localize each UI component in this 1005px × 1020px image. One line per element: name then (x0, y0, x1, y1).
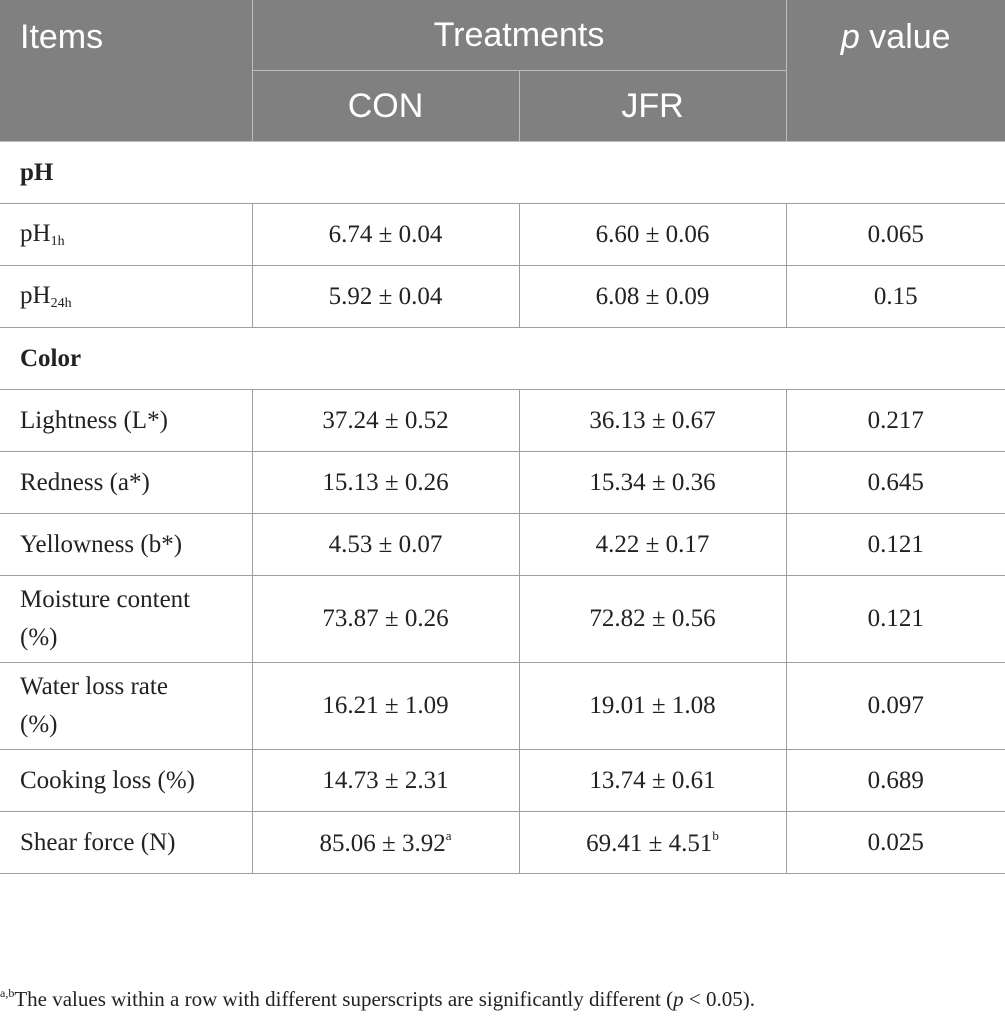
jfr-value: 13.74 ± 0.61 (519, 749, 787, 812)
con-value: 5.92 ± 0.04 (252, 265, 520, 328)
row-label: pH1h (0, 203, 253, 266)
p-value-header: p value (786, 0, 1005, 142)
con-header: CON (252, 70, 520, 142)
p-value: 0.097 (786, 662, 1005, 750)
jfr-value: 6.60 ± 0.06 (519, 203, 787, 266)
p-value: 0.065 (786, 203, 1005, 266)
row-label: pH24h (0, 265, 253, 328)
table-row: pH24h 5.92 ± 0.04 6.08 ± 0.09 0.15 (0, 265, 1005, 328)
p-value: 0.645 (786, 451, 1005, 514)
p-value: 0.217 (786, 389, 1005, 452)
section-label-ph: pH (0, 141, 1005, 204)
p-value: 0.689 (786, 749, 1005, 812)
con-value: 4.53 ± 0.07 (252, 513, 520, 576)
results-table: Items Treatments p value CON JFR pH pH1h… (0, 0, 1005, 874)
con-value: 85.06 ± 3.92a (252, 811, 520, 874)
con-value: 15.13 ± 0.26 (252, 451, 520, 514)
con-value: 6.74 ± 0.04 (252, 203, 520, 266)
row-label: Moisture content (%) (0, 575, 253, 663)
jfr-value: 19.01 ± 1.08 (519, 662, 787, 750)
jfr-value: 4.22 ± 0.17 (519, 513, 787, 576)
con-value: 37.24 ± 0.52 (252, 389, 520, 452)
table-header: Items Treatments p value CON JFR (0, 0, 1005, 142)
table-row: Yellowness (b*) 4.53 ± 0.07 4.22 ± 0.17 … (0, 513, 1005, 576)
table-row: Lightness (L*) 37.24 ± 0.52 36.13 ± 0.67… (0, 389, 1005, 452)
row-label: Redness (a*) (0, 451, 253, 514)
p-value-label: value (859, 18, 951, 56)
jfr-value: 15.34 ± 0.36 (519, 451, 787, 514)
section-row-ph: pH (0, 141, 1005, 204)
p-value: 0.121 (786, 513, 1005, 576)
table-row: Moisture content (%) 73.87 ± 0.26 72.82 ±… (0, 575, 1005, 663)
table-row: pH1h 6.74 ± 0.04 6.60 ± 0.06 0.065 (0, 203, 1005, 266)
section-label-color: Color (0, 327, 1005, 390)
table-row: Cooking loss (%) 14.73 ± 2.31 13.74 ± 0.… (0, 749, 1005, 812)
superscript: a (445, 827, 452, 843)
treatments-header: Treatments (252, 0, 787, 71)
p-value: 0.15 (786, 265, 1005, 328)
jfr-value: 72.82 ± 0.56 (519, 575, 787, 663)
row-label: Water loss rate (%) (0, 662, 253, 750)
jfr-value: 6.08 ± 0.09 (519, 265, 787, 328)
row-label: Cooking loss (%) (0, 749, 253, 812)
table-body: pH pH1h 6.74 ± 0.04 6.60 ± 0.06 0.065 pH… (0, 141, 1005, 874)
jfr-value: 36.13 ± 0.67 (519, 389, 787, 452)
jfr-value: 69.41 ± 4.51b (519, 811, 787, 874)
row-label: Shear force (N) (0, 811, 253, 874)
p-value: 0.025 (786, 811, 1005, 874)
jfr-header: JFR (519, 70, 787, 142)
items-header: Items (0, 0, 253, 142)
row-label: Lightness (L*) (0, 389, 253, 452)
p-symbol: p (840, 18, 860, 56)
section-row-color: Color (0, 327, 1005, 390)
con-value: 16.21 ± 1.09 (252, 662, 520, 750)
p-value: 0.121 (786, 575, 1005, 663)
table-row: Redness (a*) 15.13 ± 0.26 15.34 ± 0.36 0… (0, 451, 1005, 514)
table-footnote: a,bThe values within a row with differen… (0, 986, 755, 1011)
row-label: Yellowness (b*) (0, 513, 253, 576)
superscript: b (712, 827, 719, 843)
con-value: 73.87 ± 0.26 (252, 575, 520, 663)
footnote-superscript: a,b (0, 986, 15, 1000)
table-row: Shear force (N) 85.06 ± 3.92a 69.41 ± 4.… (0, 811, 1005, 874)
con-value: 14.73 ± 2.31 (252, 749, 520, 812)
table-row: Water loss rate (%) 16.21 ± 1.09 19.01 ± … (0, 662, 1005, 750)
